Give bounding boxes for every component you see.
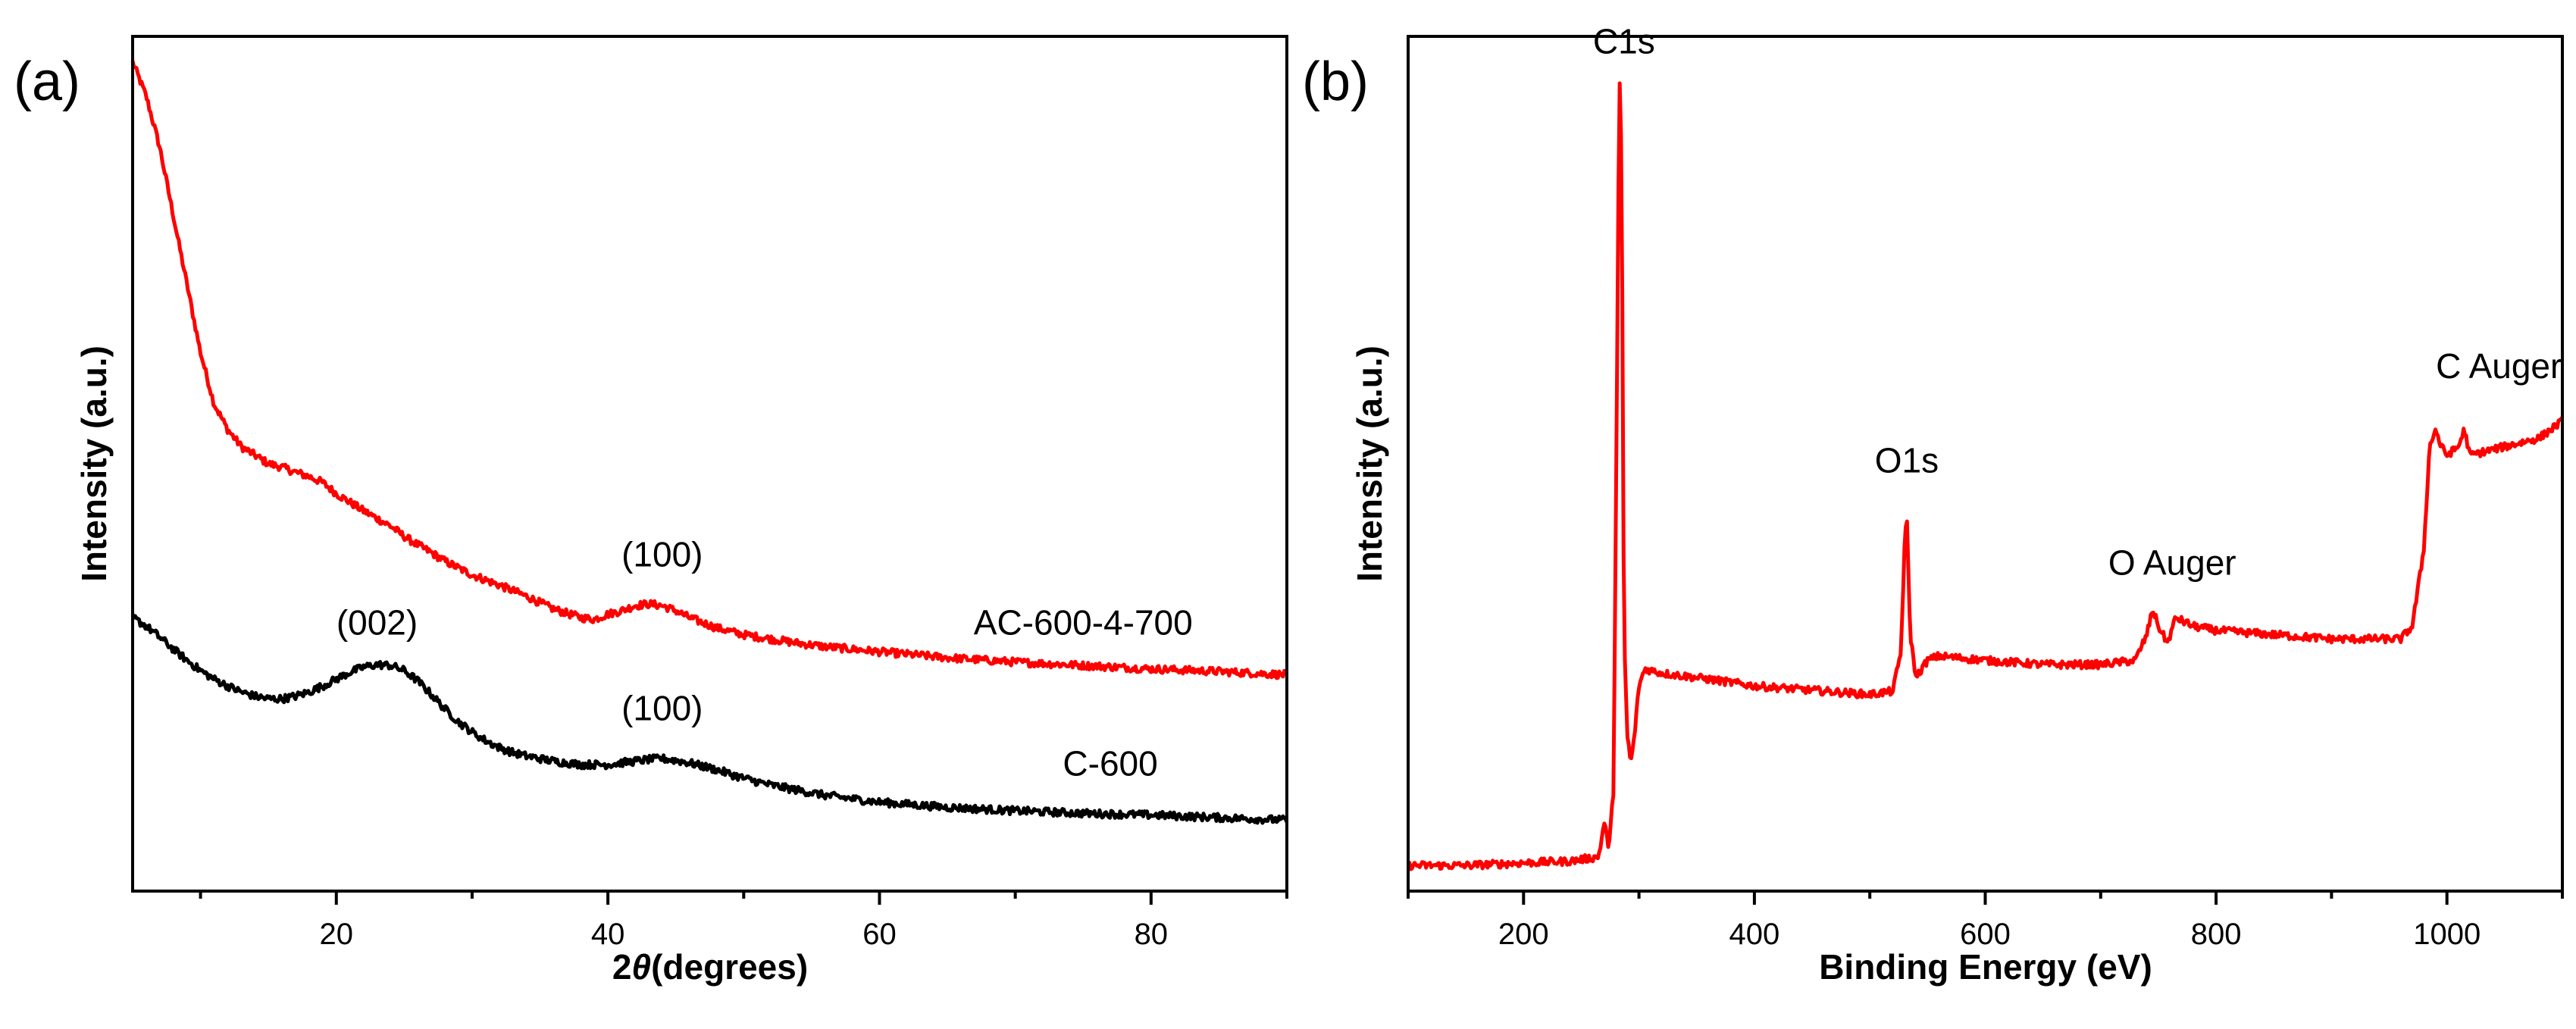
x-tick-label: 200: [1498, 918, 1549, 951]
panel-a-series-group: [130, 60, 1289, 825]
series-line-xps-survey: [1407, 81, 2564, 871]
x-tick-label: 400: [1729, 918, 1780, 951]
annotation-c-auger: C Auger: [2436, 346, 2562, 386]
x-tick-label: 20: [320, 918, 354, 951]
panel-a-x-ticks: 20 40 60 80: [199, 891, 1288, 951]
panel-b-y-axis-label: Intensity (a.u.): [1350, 346, 1389, 582]
panel-b-label: (b): [1302, 52, 1369, 112]
annotation-100: (100): [621, 534, 703, 574]
x-tick-label: 80: [1135, 918, 1169, 951]
x-tick-label: 60: [862, 918, 897, 951]
x-tick-label: 800: [2191, 918, 2242, 951]
x-tick-label: 1000: [2413, 918, 2481, 951]
annotation-c1s: C1s: [1593, 22, 1655, 61]
panel-b-series-group: [1407, 81, 2564, 871]
series-line-c-600: [130, 613, 1289, 825]
panel-a-frame: [131, 35, 1288, 893]
panel-a-x-axis-label-suffix: (degrees): [651, 947, 808, 987]
annotation-ac-600-4-700: AC-600-4-700: [974, 603, 1193, 643]
panel-a-label: (a): [14, 52, 80, 112]
panel-a-x-axis-label-prefix: 2: [612, 947, 632, 987]
panel-a-y-axis-label: Intensity (a.u.): [74, 346, 114, 582]
panel-b-x-axis-label: Binding Energy (eV): [1819, 947, 2152, 987]
annotation-002: (002): [336, 603, 418, 643]
panel-a-xrd-chart: (a) 20 40 60 80 (002) (100) (100) AC-600-4-700…: [14, 35, 1289, 987]
panel-b-x-ticks: 200 400 600 800 1000: [1407, 891, 2564, 951]
annotation-o-auger: O Auger: [2108, 543, 2236, 583]
annotation-100: (100): [621, 688, 703, 727]
panel-b-xps-chart: (b) 200 400 600 800 1000 C1s O1s O Auger C Auge…: [1302, 22, 2564, 987]
panel-a-x-axis-label: 2θ(degrees): [612, 947, 808, 987]
panel-a-annotations: (002) (100) (100) AC-600-4-700 C-600: [336, 534, 1193, 783]
annotation-c-600: C-600: [1063, 744, 1157, 783]
annotation-o1s: O1s: [1875, 440, 1939, 480]
series-line-ac-600-4-700: [130, 60, 1288, 680]
x-tick-label: 600: [1960, 918, 2011, 951]
panel-b-annotations: C1s O1s O Auger C Auger: [1593, 22, 2562, 583]
x-tick-label: 40: [591, 918, 625, 951]
panel-b-frame: [1407, 35, 2564, 893]
panel-a-x-axis-label-theta: θ: [631, 947, 651, 987]
